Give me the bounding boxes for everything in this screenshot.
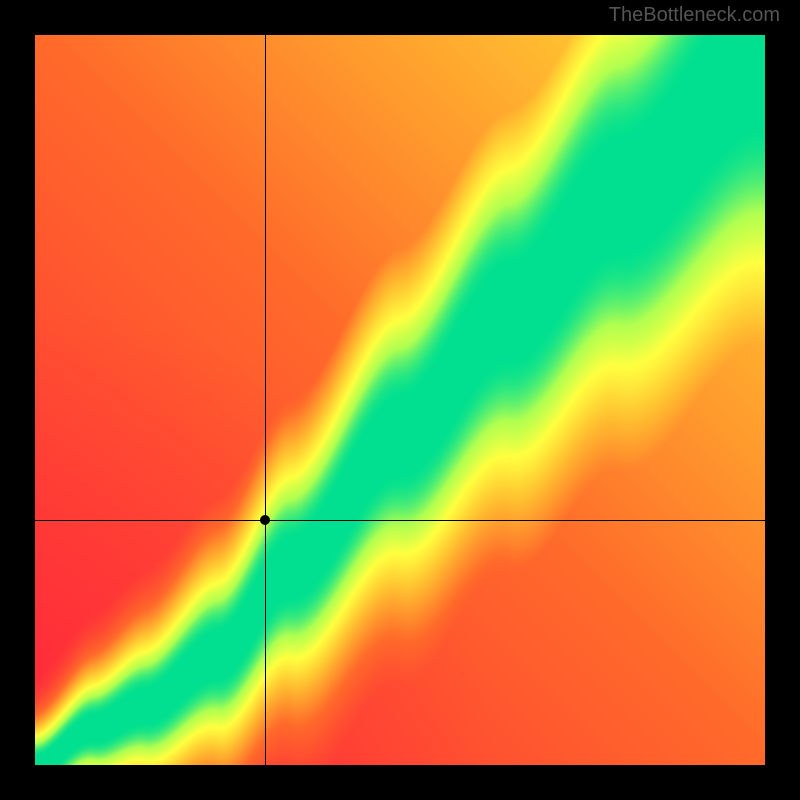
crosshair-horizontal: [35, 520, 765, 521]
chart-container: TheBottleneck.com: [0, 0, 800, 800]
attribution-text: TheBottleneck.com: [609, 4, 780, 27]
data-point-marker: [260, 515, 270, 525]
plot-frame: [35, 35, 765, 765]
crosshair-vertical: [265, 35, 266, 765]
heatmap-canvas: [35, 35, 765, 765]
